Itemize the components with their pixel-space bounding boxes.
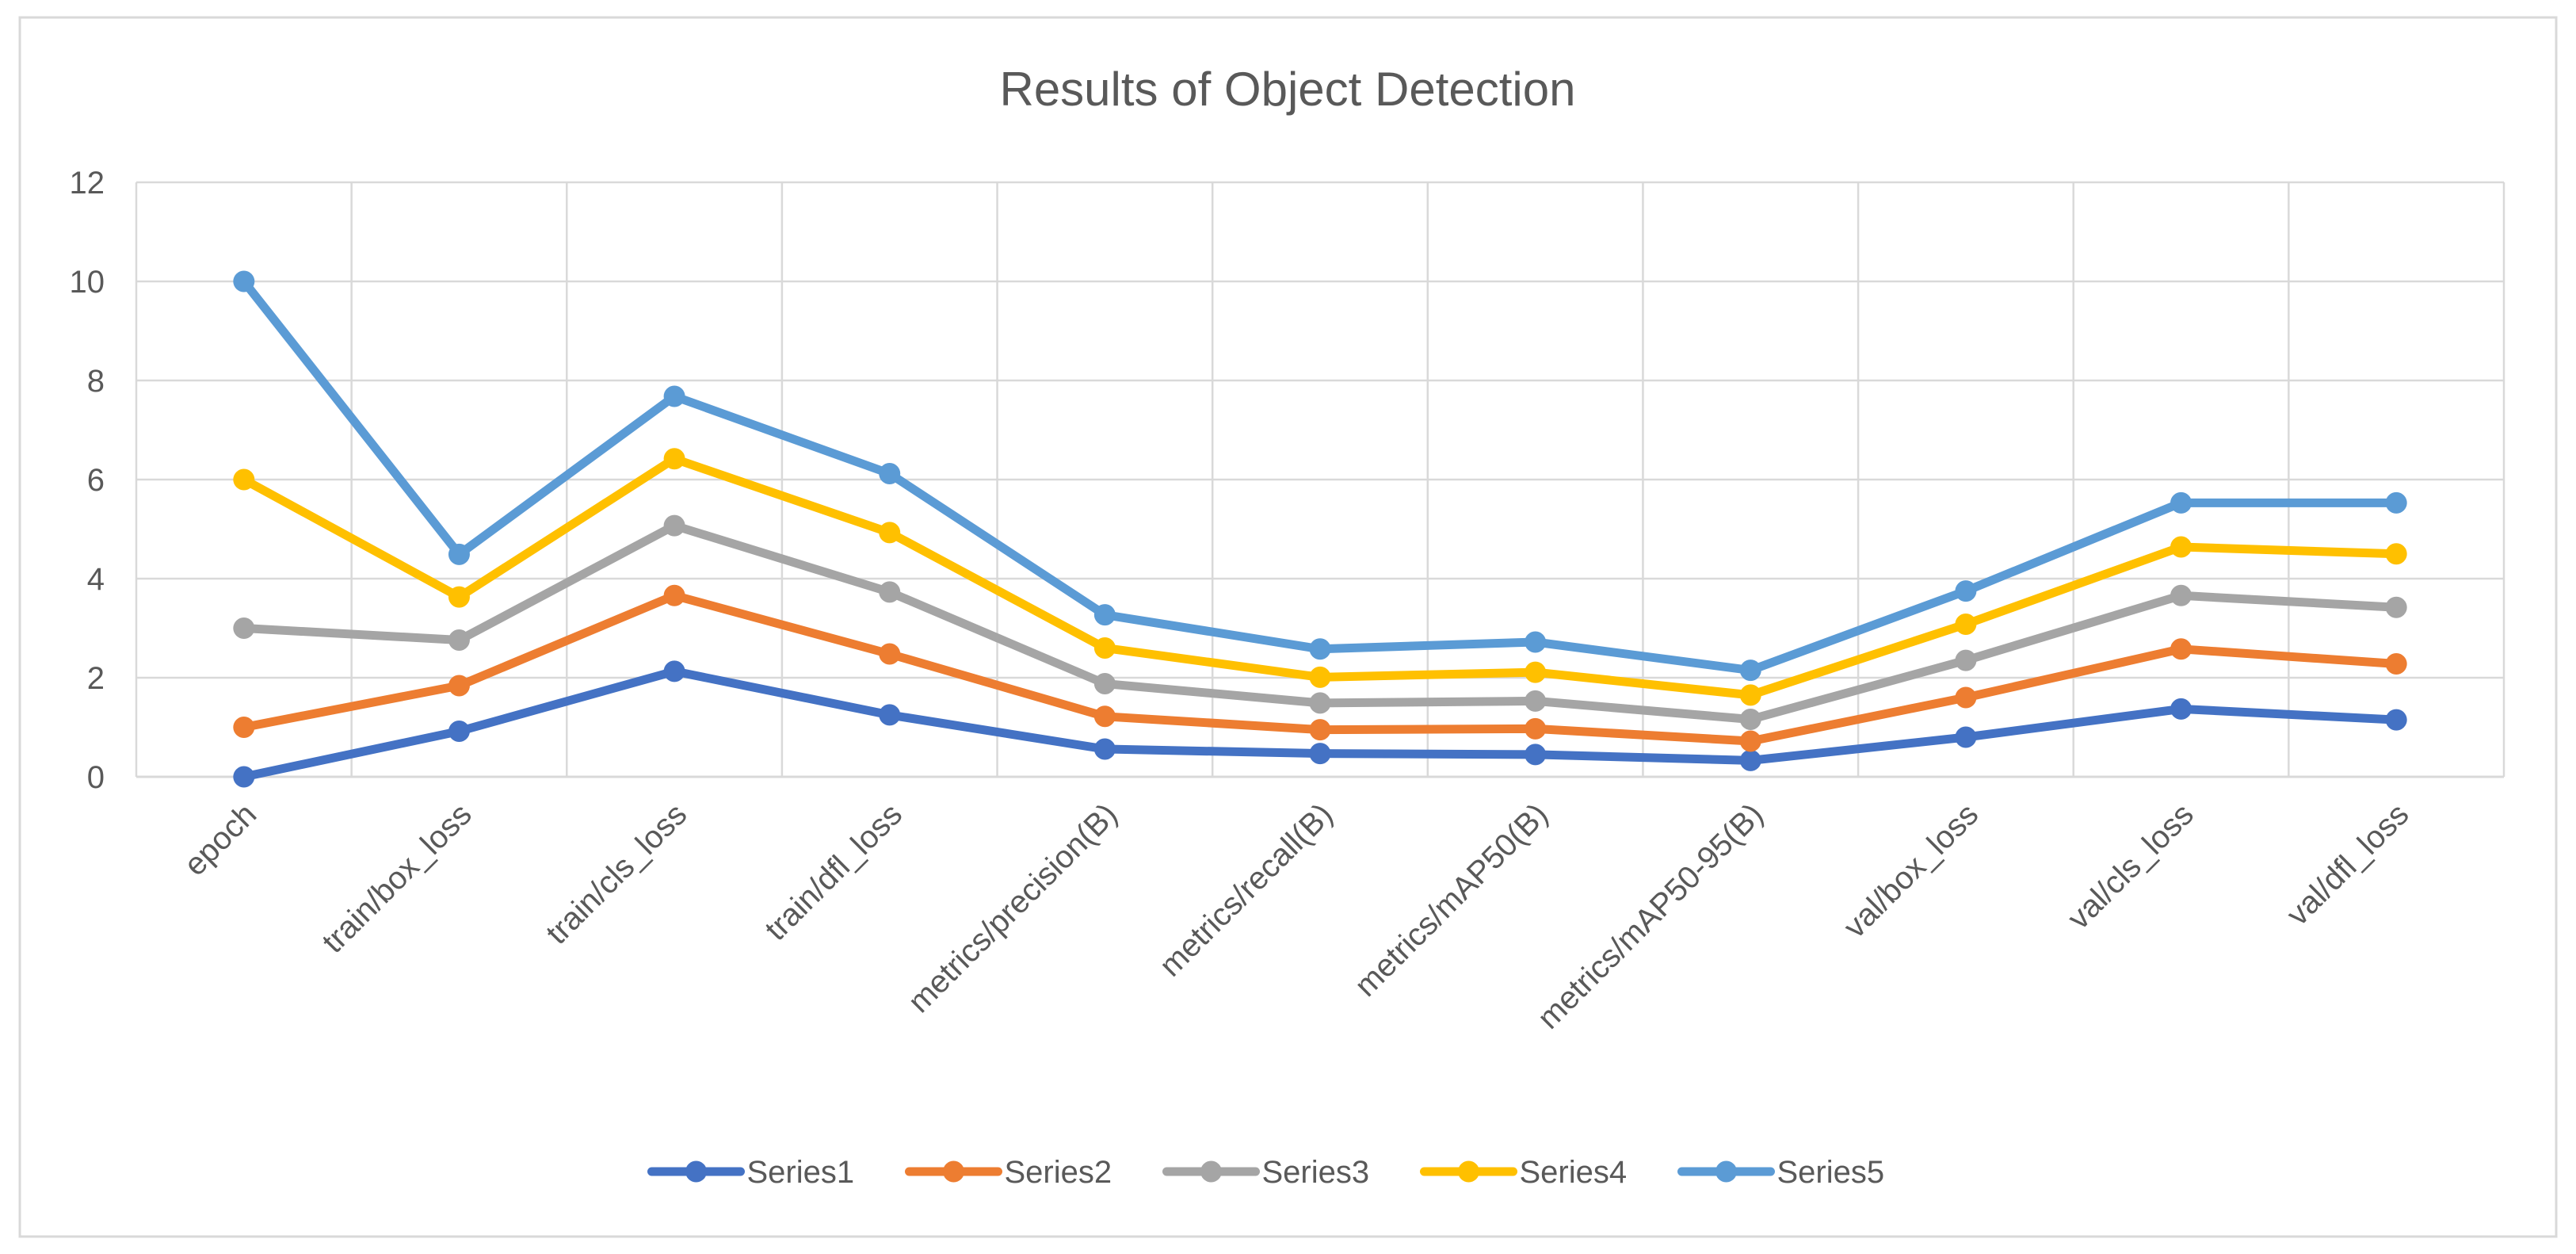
data-point (663, 660, 685, 682)
data-point (1955, 726, 1977, 748)
data-point (1309, 743, 1331, 765)
data-point (1309, 692, 1331, 714)
data-point (1739, 684, 1761, 706)
legend-item-series5: Series5 (1677, 1155, 1885, 1190)
data-point (1525, 717, 1547, 740)
data-point (1955, 614, 1977, 635)
data-point (2385, 653, 2407, 675)
legend-item-series4: Series4 (1420, 1155, 1628, 1190)
y-tick-label: 6 (87, 463, 105, 498)
y-tick-label: 8 (87, 364, 105, 399)
y-tick-label: 2 (87, 661, 105, 696)
data-point (2385, 596, 2407, 618)
data-point (1093, 673, 1116, 694)
data-point (1955, 686, 1977, 709)
series-lines (233, 270, 2407, 788)
y-tick-label: 0 (87, 760, 105, 795)
data-point (1093, 705, 1116, 728)
data-point (1093, 637, 1116, 659)
legend: Series1 Series2 Series3 Series4 Series5 (647, 1155, 1885, 1190)
data-point (1093, 604, 1116, 626)
data-point (1739, 730, 1761, 752)
data-point (2385, 709, 2407, 731)
data-point (448, 629, 470, 651)
data-point (2385, 543, 2407, 565)
data-point (1525, 744, 1547, 766)
series-series3 (233, 514, 2407, 730)
data-point (2385, 491, 2407, 514)
y-tick-label: 10 (70, 265, 105, 300)
data-point (233, 766, 255, 788)
y-tick-label: 4 (87, 562, 105, 597)
legend-marker (1715, 1160, 1737, 1183)
y-tick-label: 12 (70, 166, 105, 201)
data-point (1525, 690, 1547, 712)
data-point (448, 543, 470, 565)
data-point (879, 463, 901, 484)
data-point (1955, 580, 1977, 602)
legend-marker (685, 1160, 707, 1183)
legend-marker (1200, 1160, 1222, 1183)
data-point (879, 522, 901, 544)
data-point (2170, 536, 2192, 558)
legend-label: Series2 (1005, 1155, 1112, 1190)
chart-border (18, 16, 2558, 1238)
data-point (1525, 631, 1547, 653)
data-point (663, 448, 685, 470)
legend-label: Series5 (1777, 1155, 1885, 1190)
legend-label: Series3 (1262, 1155, 1370, 1190)
series-series4 (233, 448, 2407, 706)
data-point (663, 584, 685, 606)
data-point (233, 717, 255, 738)
legend-item-series3: Series3 (1162, 1155, 1370, 1190)
data-point (1093, 738, 1116, 760)
series-series2 (233, 584, 2407, 752)
gridlines (135, 181, 2505, 777)
data-point (1739, 749, 1761, 771)
legend-label: Series1 (747, 1155, 855, 1190)
data-point (448, 675, 470, 697)
data-point (663, 514, 685, 537)
chart-title: Results of Object Detection (999, 63, 1575, 116)
data-point (1739, 709, 1761, 730)
data-point (2170, 638, 2192, 660)
data-point (663, 385, 685, 407)
data-point (1309, 666, 1331, 688)
legend-marker (1458, 1160, 1479, 1183)
data-point (1955, 649, 1977, 671)
legend-label: Series4 (1520, 1155, 1628, 1190)
data-point (879, 581, 901, 603)
data-point (448, 721, 470, 742)
data-point (1525, 661, 1547, 683)
legend-marker (943, 1160, 964, 1183)
data-point (233, 468, 255, 491)
data-point (2170, 698, 2192, 720)
data-point (233, 270, 255, 292)
data-point (879, 704, 901, 726)
data-point (233, 617, 255, 639)
legend-item-series1: Series1 (647, 1155, 855, 1190)
legend-item-series2: Series2 (905, 1155, 1112, 1190)
data-point (2170, 491, 2192, 514)
data-point (879, 643, 901, 665)
data-point (2170, 584, 2192, 606)
data-point (1739, 659, 1761, 682)
data-point (1309, 638, 1331, 660)
series-series1 (233, 660, 2407, 788)
data-point (1309, 719, 1331, 741)
data-point (448, 586, 470, 608)
series-series5 (233, 270, 2407, 682)
